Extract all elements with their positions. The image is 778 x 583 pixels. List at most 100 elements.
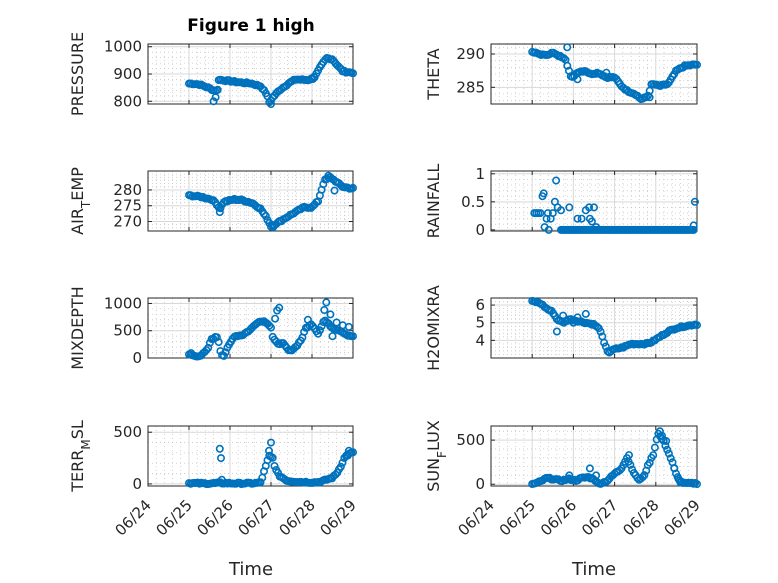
data-point (581, 309, 590, 318)
data-point (690, 197, 699, 206)
data-point (336, 462, 345, 471)
data-point (221, 348, 230, 357)
plot-area (147, 425, 354, 487)
data-point (670, 464, 679, 473)
y-tick-label: 285 (456, 78, 485, 96)
data-point (569, 318, 578, 327)
data-point (676, 478, 685, 487)
data-point (573, 75, 582, 84)
y-axis-label: RAINFALL (424, 164, 443, 239)
subplot-mixdepth: 0 500 1000 MIXDEPTH (68, 286, 357, 370)
data-point (187, 349, 196, 358)
data-point (666, 454, 675, 463)
x-tick-label: 06/27 (578, 496, 621, 539)
figure-title: Figure 1 high (187, 16, 315, 36)
data-point (324, 171, 333, 180)
data-point (615, 466, 624, 475)
y-tick-label: 4 (475, 331, 485, 349)
data-point (596, 327, 605, 336)
data-point (592, 223, 601, 232)
y-tick-label: 1 (475, 165, 485, 183)
data-point (348, 69, 357, 78)
data-point (215, 208, 224, 217)
data-point (692, 321, 701, 330)
data-point (330, 186, 339, 195)
data-point (638, 473, 647, 482)
y-tick-label: 500 (113, 322, 142, 340)
data-point (585, 203, 594, 212)
x-tick-label: 06/29 (661, 496, 704, 539)
subplot-rainfall: 0 0.5 1 RAINFALL (424, 164, 699, 239)
x-tick-label: 06/24 (455, 496, 498, 539)
y-axis-label: THETA (424, 48, 443, 100)
x-tick-label: 06/25 (153, 496, 196, 539)
data-point (649, 451, 658, 460)
y-tick-label: 0 (132, 475, 142, 493)
y-tick-label: 280 (113, 181, 142, 199)
data-point (256, 478, 265, 487)
data-point (573, 313, 582, 322)
data-point (266, 323, 275, 332)
data-point (261, 212, 270, 221)
data-point (215, 444, 224, 453)
subplot-h2omixra: 456 H2OMIXRA (424, 285, 701, 371)
data-point (320, 305, 329, 314)
data-point (662, 436, 671, 445)
data-point (213, 85, 222, 94)
data-point (544, 225, 553, 234)
data-point (602, 68, 611, 77)
data-point (322, 298, 331, 307)
y-tick-label: 270 (113, 213, 142, 231)
y-tick-label: 1000 (104, 38, 142, 56)
data-point (342, 450, 351, 459)
data-point (633, 473, 642, 482)
x-tick-label: 06/28 (619, 496, 662, 539)
data-point (264, 446, 273, 455)
data-point (303, 315, 312, 324)
x-axis-label-right: Time (571, 559, 616, 580)
data-point (643, 91, 652, 100)
data-point (559, 311, 568, 320)
y-tick-label: 290 (456, 45, 485, 63)
data-point (565, 471, 574, 480)
plot-frame (147, 170, 354, 232)
data-point (319, 180, 328, 189)
data-point (214, 338, 223, 347)
x-tick-label: 06/28 (276, 496, 319, 539)
y-tick-label: 0 (132, 349, 142, 367)
data-point (317, 322, 326, 331)
y-tick-label: 6 (475, 296, 485, 314)
data-point (589, 203, 598, 212)
y-axis-label: PRESSURE (68, 32, 87, 116)
data-point (585, 464, 594, 473)
data-point (657, 434, 666, 443)
data-point (645, 93, 654, 102)
data-point (689, 221, 698, 230)
y-axis-label: SUNFLUX (424, 420, 449, 492)
y-tick-label: 1000 (104, 294, 142, 312)
data-point (338, 458, 347, 467)
x-tick-label: 06/24 (112, 496, 155, 539)
subplot-theta: 285 290 THETA (424, 43, 701, 105)
data-point (552, 176, 561, 185)
data-point (328, 332, 337, 341)
data-point (326, 310, 335, 319)
plot-frame (490, 43, 698, 105)
data-point (270, 461, 279, 470)
data-point (209, 97, 218, 106)
x-tick-label: 06/27 (235, 496, 278, 539)
subplot-pressure: 800 900 1000 PRESSURE (68, 32, 357, 116)
data-point (563, 43, 572, 52)
data-point (573, 214, 582, 223)
x-tick-label: 06/25 (496, 496, 539, 539)
x-tick-label: 06/26 (537, 496, 580, 539)
data-point (577, 214, 586, 223)
data-point (650, 443, 659, 452)
data-point (536, 209, 545, 218)
data-point (626, 460, 635, 469)
